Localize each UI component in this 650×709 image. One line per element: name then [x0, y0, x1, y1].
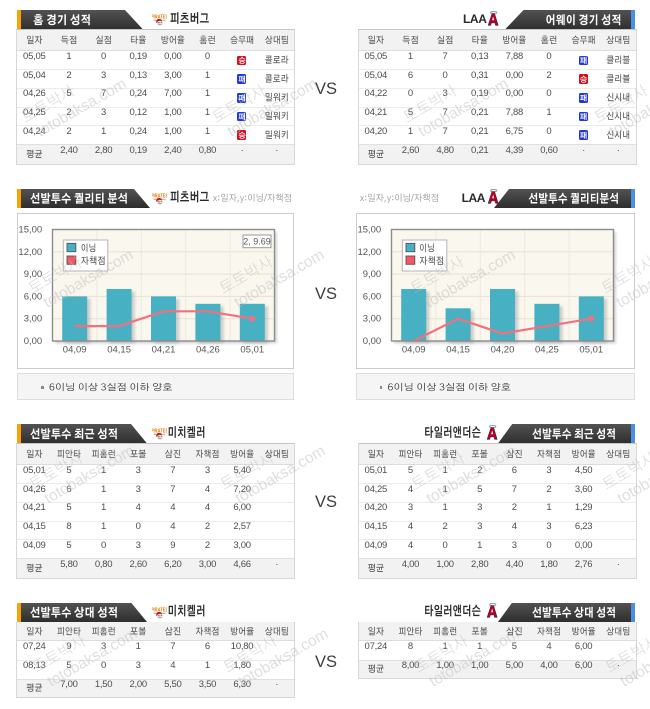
svg-text:04,20: 04,20 [490, 344, 514, 355]
svg-text:PIRATES: PIRATES [152, 428, 167, 435]
svg-text:0,00: 0,00 [24, 336, 43, 347]
svg-text:PIRATES: PIRATES [152, 14, 167, 21]
svg-text:15,00: 15,00 [357, 225, 381, 236]
svg-text:12,00: 12,00 [18, 247, 42, 258]
svg-text:05,01: 05,01 [240, 345, 264, 356]
svg-text:04,15: 04,15 [107, 345, 131, 356]
svg-text:15,00: 15,00 [18, 225, 42, 236]
svg-text:04,09: 04,09 [401, 344, 425, 355]
svg-text:9,00: 9,00 [24, 269, 43, 280]
svg-text:PIRATES: PIRATES [152, 607, 167, 614]
svg-text:0,00: 0,00 [362, 336, 380, 347]
svg-text:9,00: 9,00 [362, 269, 380, 280]
svg-text:04,26: 04,26 [196, 345, 220, 356]
svg-text:04,09: 04,09 [63, 345, 87, 356]
svg-text:04,25: 04,25 [535, 344, 559, 355]
svg-text:PIRATES: PIRATES [152, 193, 167, 200]
svg-text:3,00: 3,00 [24, 314, 43, 325]
svg-text:6,00: 6,00 [362, 291, 380, 302]
svg-text:2, 9.69: 2, 9.69 [243, 237, 271, 247]
svg-text:05,01: 05,01 [579, 344, 603, 355]
svg-text:04,15: 04,15 [446, 344, 470, 355]
svg-text:04,21: 04,21 [152, 345, 176, 356]
svg-text:3,00: 3,00 [362, 314, 380, 325]
svg-text:12,00: 12,00 [357, 247, 381, 258]
svg-text:6,00: 6,00 [24, 291, 43, 302]
